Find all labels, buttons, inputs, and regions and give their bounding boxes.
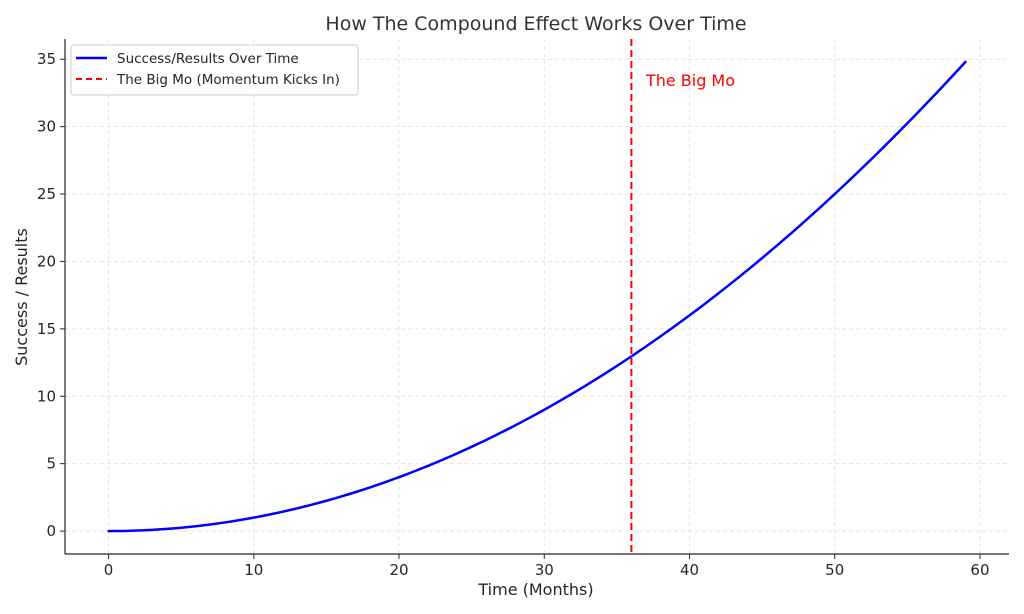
y-tick-label: 0	[46, 522, 56, 540]
axes: 0 10 20 30 40 50 60 0 5 10 15 20 25 30 35	[37, 39, 1009, 579]
y-axis-label: Success / Results	[12, 228, 31, 366]
x-tick-label: 60	[970, 561, 989, 579]
x-tick-label: 50	[825, 561, 844, 579]
y-tick-label: 5	[46, 455, 56, 473]
x-tick-label: 0	[104, 561, 114, 579]
x-tick-label: 40	[680, 561, 699, 579]
legend-entry-series: Success/Results Over Time	[117, 51, 299, 67]
y-tick-label: 20	[37, 252, 56, 270]
x-tick-label: 20	[389, 561, 408, 579]
plot-area: The Big Mo	[107, 39, 967, 554]
x-axis-label: Time (Months)	[477, 580, 593, 599]
legend-entry-vline: The Big Mo (Momentum Kicks In)	[116, 72, 340, 88]
y-tick-label: 15	[37, 320, 56, 338]
legend: Success/Results Over Time The Big Mo (Mo…	[70, 44, 359, 96]
y-tick-label: 30	[37, 118, 56, 136]
y-tick-label: 25	[37, 185, 56, 203]
y-tick-label: 10	[37, 387, 56, 405]
grid	[65, 39, 1009, 554]
x-tick-label: 10	[244, 561, 263, 579]
x-tick-label: 30	[535, 561, 554, 579]
annotation-text: The Big Mo	[645, 71, 735, 90]
series-line	[107, 60, 967, 533]
chart-title: How The Compound Effect Works Over Time	[325, 13, 746, 35]
y-tick-label: 35	[37, 50, 56, 68]
legend-frame	[70, 44, 359, 96]
